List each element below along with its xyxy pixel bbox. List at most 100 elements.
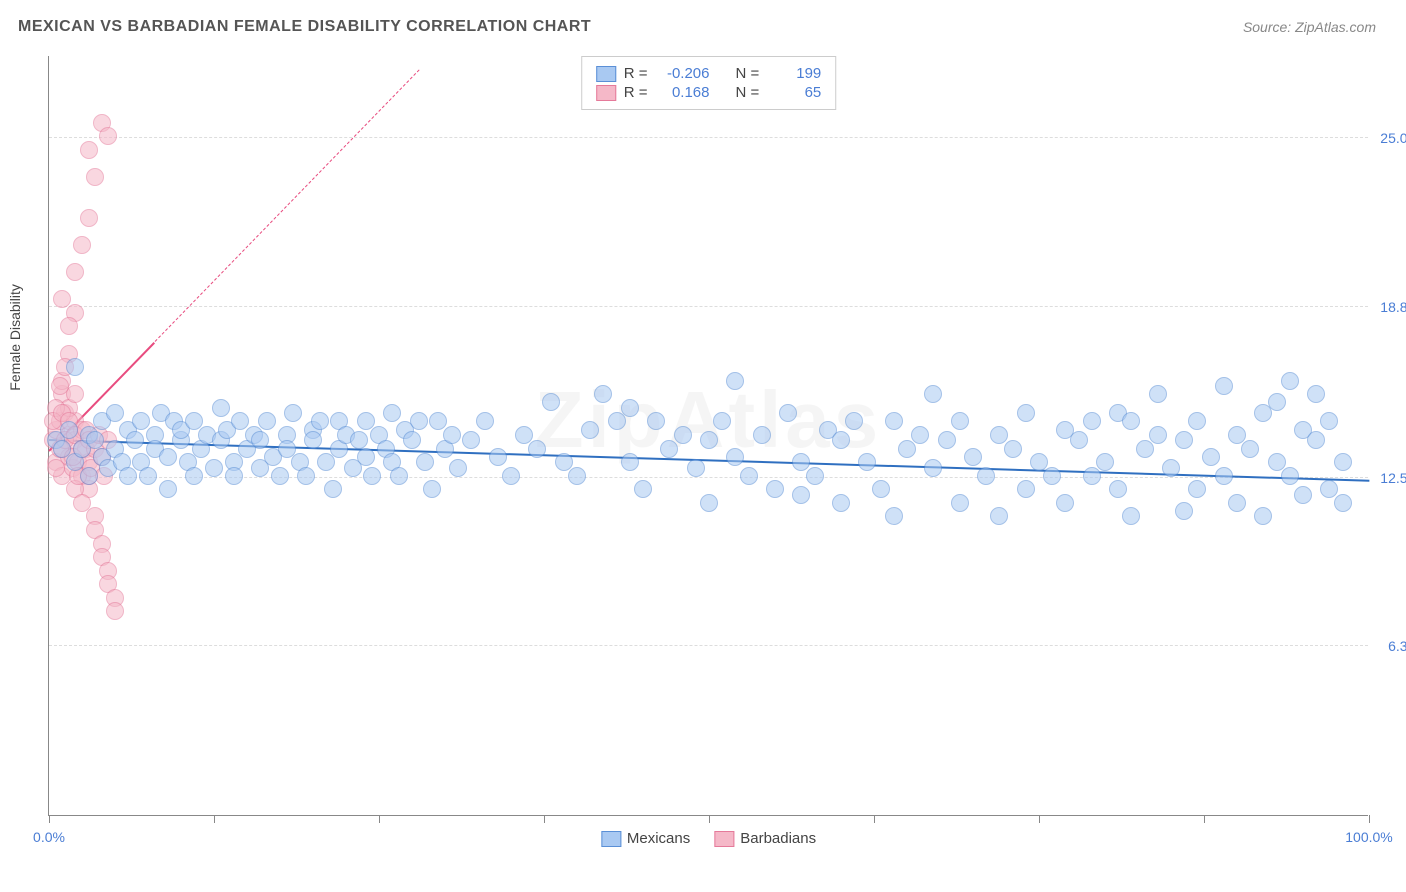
y-axis-label: Female Disability	[7, 284, 23, 391]
mexicans-point	[423, 480, 441, 498]
mexicans-point	[779, 404, 797, 422]
x-tick	[1369, 815, 1370, 823]
mexicans-point	[634, 480, 652, 498]
chart-title: MEXICAN VS BARBADIAN FEMALE DISABILITY C…	[18, 18, 591, 36]
mexicans-point	[1096, 453, 1114, 471]
mexicans-point	[1149, 426, 1167, 444]
mexicans-point	[1241, 440, 1259, 458]
mexicans-point	[621, 453, 639, 471]
mexicans-point	[753, 426, 771, 444]
barbadians-point	[99, 127, 117, 145]
barbadians-point	[80, 209, 98, 227]
mexicans-point	[1188, 412, 1206, 430]
mexicans-point	[1162, 459, 1180, 477]
x-tick	[874, 815, 875, 823]
mexicans-point	[845, 412, 863, 430]
mexicans-point	[476, 412, 494, 430]
mexicans-point	[297, 467, 315, 485]
mexicans-point	[1122, 412, 1140, 430]
mexicans-point	[284, 404, 302, 422]
n-label: N =	[736, 65, 760, 82]
barbadians-point	[86, 168, 104, 186]
stats-row-mexicans: R = -0.206 N = 199	[596, 65, 822, 82]
mexicans-point	[159, 448, 177, 466]
x-tick	[544, 815, 545, 823]
r-label: R =	[624, 65, 648, 82]
mexicans-point	[390, 467, 408, 485]
mexicans-point	[1083, 412, 1101, 430]
n-value-barbadians: 65	[767, 84, 821, 101]
mexicans-point	[726, 448, 744, 466]
mexicans-point	[225, 467, 243, 485]
mexicans-point	[766, 480, 784, 498]
mexicans-point	[1334, 494, 1352, 512]
mexicans-point	[858, 453, 876, 471]
mexicans-point	[621, 399, 639, 417]
x-tick	[214, 815, 215, 823]
mexicans-point	[403, 431, 421, 449]
legend-swatch-barbadians	[714, 831, 734, 847]
mexicans-point	[258, 412, 276, 430]
legend-label-mexicans: Mexicans	[627, 830, 690, 847]
mexicans-point	[726, 372, 744, 390]
barbadians-point	[53, 290, 71, 308]
mexicans-point	[964, 448, 982, 466]
mexicans-point	[885, 412, 903, 430]
mexicans-point	[317, 453, 335, 471]
x-axis-label: 100.0%	[1345, 829, 1392, 845]
mexicans-point	[462, 431, 480, 449]
n-value-mexicans: 199	[767, 65, 821, 82]
mexicans-point	[271, 467, 289, 485]
mexicans-point	[1320, 412, 1338, 430]
mexicans-point	[1056, 494, 1074, 512]
r-value-barbadians: 0.168	[656, 84, 710, 101]
mexicans-point	[443, 426, 461, 444]
mexicans-point	[832, 494, 850, 512]
x-axis-label: 0.0%	[33, 829, 65, 845]
mexicans-point	[647, 412, 665, 430]
mexicans-point	[304, 431, 322, 449]
bottom-legend: Mexicans Barbadians	[601, 830, 816, 847]
mexicans-point	[832, 431, 850, 449]
mexicans-point	[106, 404, 124, 422]
mexicans-point	[489, 448, 507, 466]
mexicans-point	[119, 467, 137, 485]
mexicans-point	[938, 431, 956, 449]
mexicans-point	[700, 494, 718, 512]
mexicans-point	[1043, 467, 1061, 485]
x-tick	[1204, 815, 1205, 823]
mexicans-point	[205, 459, 223, 477]
mexicans-point	[674, 426, 692, 444]
x-tick	[49, 815, 50, 823]
mexicans-point	[1268, 393, 1286, 411]
mexicans-point	[792, 486, 810, 504]
y-tick-label: 25.0%	[1380, 130, 1406, 146]
mexicans-point	[542, 393, 560, 411]
mexicans-point	[594, 385, 612, 403]
mexicans-point	[1017, 480, 1035, 498]
legend-label-barbadians: Barbadians	[740, 830, 816, 847]
mexicans-point	[1215, 377, 1233, 395]
mexicans-point	[185, 467, 203, 485]
mexicans-point	[1334, 453, 1352, 471]
mexicans-point	[924, 459, 942, 477]
x-tick	[709, 815, 710, 823]
mexicans-point	[60, 421, 78, 439]
barbadians-point	[73, 236, 91, 254]
mexicans-point	[1175, 502, 1193, 520]
mexicans-point	[581, 421, 599, 439]
mexicans-point	[872, 480, 890, 498]
mexicans-point	[1281, 372, 1299, 390]
mexicans-point	[159, 480, 177, 498]
barbadians-point	[80, 141, 98, 159]
mexicans-point	[687, 459, 705, 477]
barbadians-point	[106, 602, 124, 620]
mexicans-point	[660, 440, 678, 458]
mexicans-point	[66, 358, 84, 376]
mexicans-point	[502, 467, 520, 485]
mexicans-point	[1294, 486, 1312, 504]
swatch-barbadians	[596, 85, 616, 101]
mexicans-point	[568, 467, 586, 485]
legend-item-barbadians: Barbadians	[714, 830, 816, 847]
mexicans-point	[1083, 467, 1101, 485]
